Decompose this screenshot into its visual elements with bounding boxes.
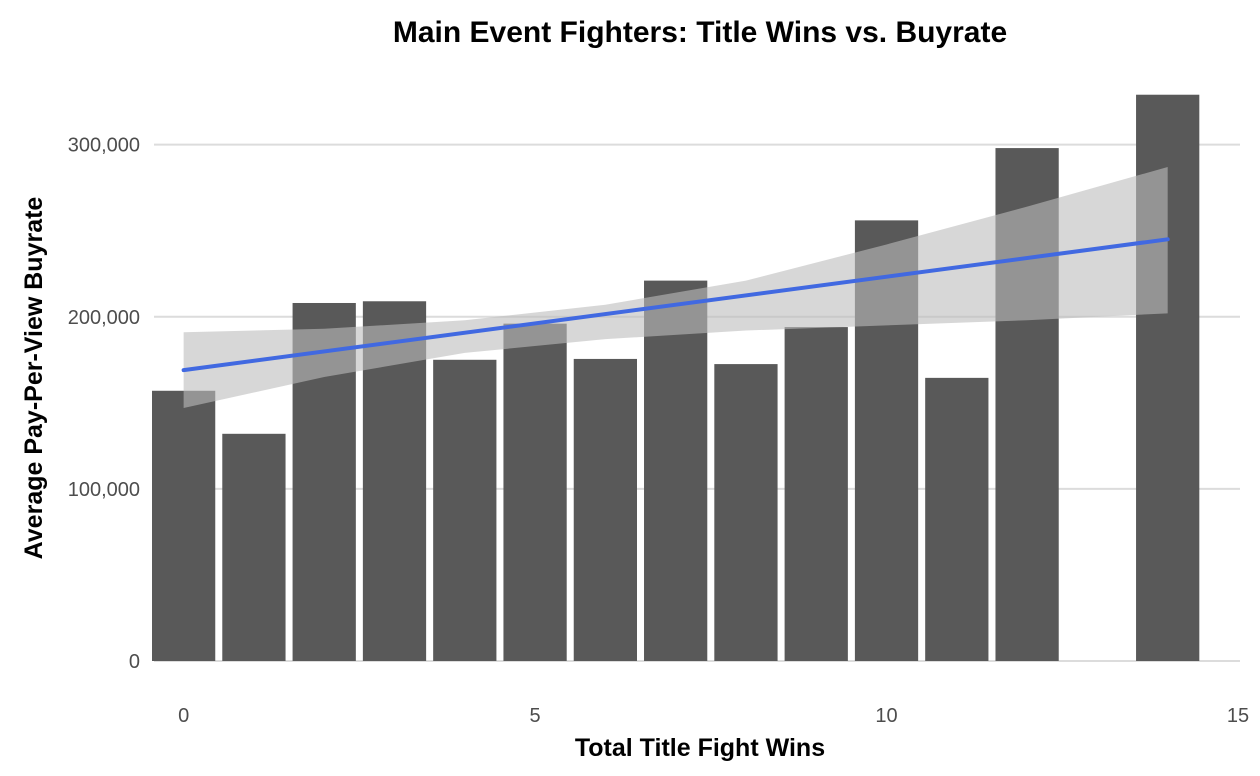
y-tick-label-1: 100,000 (68, 479, 140, 501)
bar-0 (152, 390, 216, 661)
x-tick-label-1: 5 (530, 705, 541, 727)
bar-4 (433, 359, 497, 661)
x-axis-title: Total Title Fight Wins (575, 734, 825, 762)
y-tick-label-0: 0 (129, 651, 140, 673)
confidence-band (183, 167, 1168, 408)
confidence-band-area (183, 167, 1168, 408)
bar-1 (222, 433, 286, 661)
bar-5 (503, 323, 567, 661)
x-axis-ticks: 0 5 10 15 (178, 705, 1249, 727)
trend-line (181, 237, 1170, 373)
bar-8 (714, 364, 778, 661)
y-axis-ticks: 0 100,000 200,000 300,000 (68, 135, 140, 673)
y-axis-title: Average Pay-Per-View Buyrate (20, 197, 48, 560)
trend-line-group (181, 237, 1170, 373)
bar-7 (644, 280, 708, 661)
x-tick-label-0: 0 (178, 705, 189, 727)
x-tick-label-3: 15 (1227, 705, 1249, 727)
bar-6 (573, 358, 637, 661)
bar-9 (784, 327, 848, 661)
y-tick-label-3: 300,000 (68, 135, 140, 157)
bar-11 (925, 377, 989, 661)
y-tick-label-2: 200,000 (68, 307, 140, 329)
chart-title: Main Event Fighters: Title Wins vs. Buyr… (393, 16, 1007, 49)
x-tick-label-2: 10 (875, 705, 897, 727)
